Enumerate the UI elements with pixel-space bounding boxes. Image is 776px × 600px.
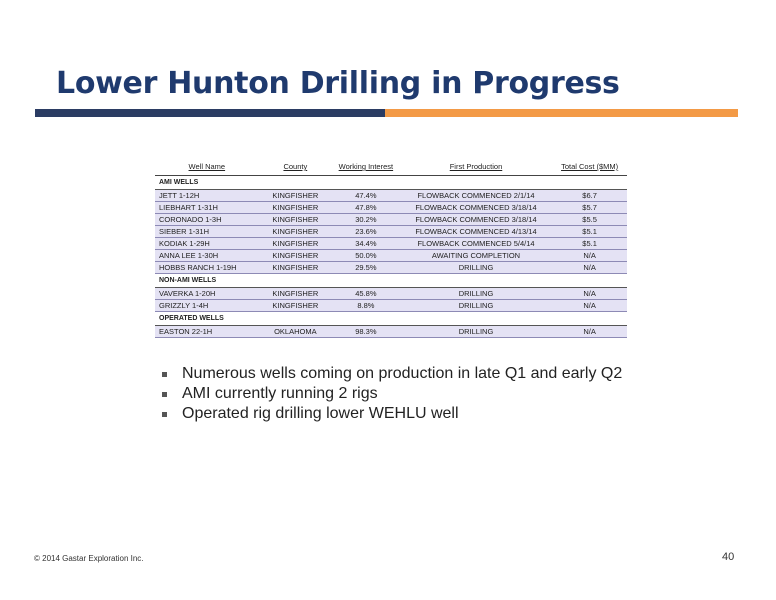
cell-total-cost: N/A bbox=[552, 299, 627, 312]
group-label: OPERATED WELLS bbox=[155, 311, 627, 326]
cell-total-cost: $6.7 bbox=[552, 189, 627, 202]
cell-working-interest: 47.8% bbox=[332, 201, 400, 214]
cell-total-cost: N/A bbox=[552, 325, 627, 338]
header-county: County bbox=[258, 161, 332, 176]
cell-total-cost: N/A bbox=[552, 249, 627, 262]
bullet-text: Numerous wells coming on production in l… bbox=[182, 365, 623, 382]
cell-first-production: DRILLING bbox=[399, 325, 553, 338]
group-label: NON-AMI WELLS bbox=[155, 273, 627, 288]
table-row: HOBBS RANCH 1-19H KINGFISHER 29.5% DRILLING… bbox=[155, 261, 627, 274]
cell-well-name: CORONADO 1-3H bbox=[155, 213, 259, 226]
title-rule-orange bbox=[385, 109, 738, 117]
table-header-row: Well Name County Working Interest First … bbox=[155, 161, 627, 176]
bullet-square-icon bbox=[162, 412, 167, 417]
bullet-text: AMI currently running 2 rigs bbox=[182, 385, 378, 402]
bullet-text: Operated rig drilling lower WEHLU well bbox=[182, 405, 459, 422]
table-row: LIEBHART 1-31H KINGFISHER 47.8% FLOWBACK CO… bbox=[155, 201, 627, 214]
cell-first-production: DRILLING bbox=[399, 287, 553, 300]
cell-working-interest: 29.5% bbox=[332, 261, 400, 274]
cell-county: KINGFISHER bbox=[258, 189, 332, 202]
table-row: SIEBER 1-31H KINGFISHER 23.6% FLOWBACK COMM… bbox=[155, 225, 627, 238]
cell-total-cost: $5.1 bbox=[552, 237, 627, 250]
table-row: GRIZZLY 1-4H KINGFISHER 8.8% DRILLING N/A bbox=[155, 299, 627, 312]
cell-working-interest: 34.4% bbox=[332, 237, 400, 250]
cell-well-name: GRIZZLY 1-4H bbox=[155, 299, 259, 312]
cell-well-name: KODIAK 1-29H bbox=[155, 237, 259, 250]
table-row: VAVERKA 1-20H KINGFISHER 45.8% DRILLING N/A bbox=[155, 287, 627, 300]
cell-first-production: FLOWBACK COMMENCED 3/18/14 bbox=[399, 201, 553, 214]
cell-working-interest: 45.8% bbox=[332, 287, 400, 300]
page-number: 40 bbox=[722, 551, 735, 563]
cell-county: KINGFISHER bbox=[258, 299, 332, 312]
cell-total-cost: $5.7 bbox=[552, 201, 627, 214]
group-header-row: NON-AMI WELLS bbox=[155, 273, 627, 288]
cell-county: KINGFISHER bbox=[258, 237, 332, 250]
cell-working-interest: 47.4% bbox=[332, 189, 400, 202]
table-row: EASTON 22-1H OKLAHOMA 98.3% DRILLING N/A bbox=[155, 325, 627, 338]
bullet-list: Numerous wells coming on production in l… bbox=[160, 364, 622, 424]
header-well-name: Well Name bbox=[155, 161, 259, 176]
bullet-item: Operated rig drilling lower WEHLU well bbox=[160, 404, 622, 424]
cell-first-production: FLOWBACK COMMENCED 3/18/14 bbox=[399, 213, 553, 226]
cell-well-name: VAVERKA 1-20H bbox=[155, 287, 259, 300]
title-rule-blue bbox=[35, 109, 385, 117]
cell-county: KINGFISHER bbox=[258, 287, 332, 300]
cell-total-cost: $5.1 bbox=[552, 225, 627, 238]
bullet-square-icon bbox=[162, 372, 167, 377]
cell-working-interest: 50.0% bbox=[332, 249, 400, 262]
wells-table: Well Name County Working Interest First … bbox=[155, 161, 627, 338]
cell-well-name: ANNA LEE 1-30H bbox=[155, 249, 259, 262]
cell-county: OKLAHOMA bbox=[258, 325, 332, 338]
cell-county: KINGFISHER bbox=[258, 201, 332, 214]
cell-first-production: FLOWBACK COMMENCED 4/13/14 bbox=[399, 225, 553, 238]
wells-table-body: AMI WELLS JETT 1-12H KINGFISHER 47.4% FLOWBA… bbox=[155, 175, 627, 338]
header-working-interest: Working Interest bbox=[332, 161, 400, 176]
cell-well-name: HOBBS RANCH 1-19H bbox=[155, 261, 259, 274]
cell-first-production: FLOWBACK COMMENCED 5/4/14 bbox=[399, 237, 553, 250]
table-row: ANNA LEE 1-30H KINGFISHER 50.0% AWAITING CO… bbox=[155, 249, 627, 262]
bullet-item: AMI currently running 2 rigs bbox=[160, 384, 622, 404]
bullet-item: Numerous wells coming on production in l… bbox=[160, 364, 622, 384]
cell-county: KINGFISHER bbox=[258, 225, 332, 238]
cell-well-name: SIEBER 1-31H bbox=[155, 225, 259, 238]
group-header-row: AMI WELLS bbox=[155, 175, 627, 190]
cell-total-cost: N/A bbox=[552, 261, 627, 274]
cell-working-interest: 30.2% bbox=[332, 213, 400, 226]
bullet-square-icon bbox=[162, 392, 167, 397]
table-row: CORONADO 1-3H KINGFISHER 30.2% FLOWBACK COM… bbox=[155, 213, 627, 226]
cell-working-interest: 8.8% bbox=[332, 299, 400, 312]
cell-first-production: AWAITING COMPLETION bbox=[399, 249, 553, 262]
cell-first-production: DRILLING bbox=[399, 299, 553, 312]
cell-first-production: FLOWBACK COMMENCED 2/1/14 bbox=[399, 189, 553, 202]
cell-working-interest: 98.3% bbox=[332, 325, 400, 338]
group-label: AMI WELLS bbox=[155, 175, 627, 190]
cell-well-name: EASTON 22-1H bbox=[155, 325, 259, 338]
slide-title: Lower Hunton Drilling in Progress bbox=[56, 66, 620, 101]
cell-first-production: DRILLING bbox=[399, 261, 553, 274]
cell-total-cost: $5.5 bbox=[552, 213, 627, 226]
cell-working-interest: 23.6% bbox=[332, 225, 400, 238]
header-total-cost: Total Cost ($MM) bbox=[552, 161, 627, 176]
cell-total-cost: N/A bbox=[552, 287, 627, 300]
header-first-production: First Production bbox=[399, 161, 553, 176]
cell-well-name: LIEBHART 1-31H bbox=[155, 201, 259, 214]
copyright-footer: © 2014 Gastar Exploration Inc. bbox=[34, 554, 144, 563]
cell-well-name: JETT 1-12H bbox=[155, 189, 259, 202]
group-header-row: OPERATED WELLS bbox=[155, 311, 627, 326]
cell-county: KINGFISHER bbox=[258, 249, 332, 262]
cell-county: KINGFISHER bbox=[258, 213, 332, 226]
cell-county: KINGFISHER bbox=[258, 261, 332, 274]
table-row: KODIAK 1-29H KINGFISHER 34.4% FLOWBACK COMM… bbox=[155, 237, 627, 250]
table-row: JETT 1-12H KINGFISHER 47.4% FLOWBACK COMMEN… bbox=[155, 189, 627, 202]
